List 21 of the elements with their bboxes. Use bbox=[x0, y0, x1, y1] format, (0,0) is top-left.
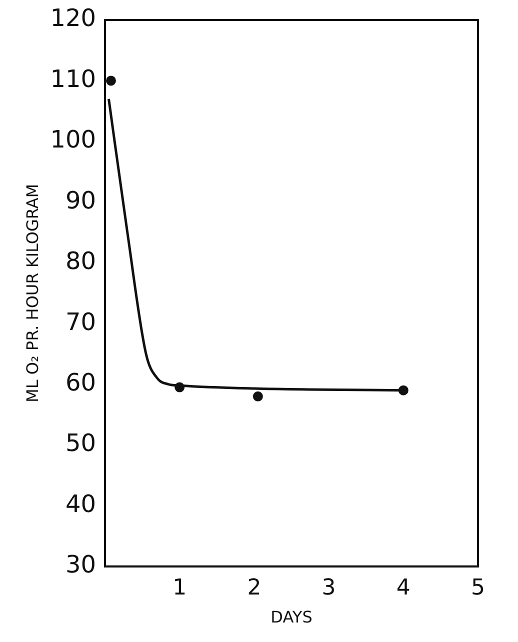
x-axis-title: DAYS bbox=[270, 608, 312, 627]
y-axis-title: ML O₂ PR. HOUR KILOGRAM bbox=[22, 184, 42, 402]
y-tick-label: 100 bbox=[50, 126, 96, 154]
y-tick-label: 120 bbox=[50, 4, 96, 32]
x-tick-label: 5 bbox=[471, 575, 485, 600]
y-tick-label: 110 bbox=[50, 64, 96, 93]
x-tick-label: 2 bbox=[247, 575, 262, 600]
x-tick-label: 4 bbox=[396, 575, 410, 600]
point bbox=[106, 76, 116, 86]
x-tick-label: 1 bbox=[172, 575, 187, 600]
point bbox=[252, 391, 263, 402]
y-tick-label: 70 bbox=[65, 308, 96, 336]
point bbox=[174, 382, 185, 392]
y-tick-label: 40 bbox=[65, 490, 96, 518]
y-tick-label: 60 bbox=[65, 368, 96, 396]
y-tick-label: 80 bbox=[65, 247, 96, 276]
x-tick-label: 3 bbox=[322, 575, 336, 600]
y-tick-label: 50 bbox=[65, 429, 96, 458]
y-tick-label: 90 bbox=[65, 186, 96, 214]
y-tick-label: 30 bbox=[65, 550, 96, 579]
point bbox=[398, 385, 408, 396]
